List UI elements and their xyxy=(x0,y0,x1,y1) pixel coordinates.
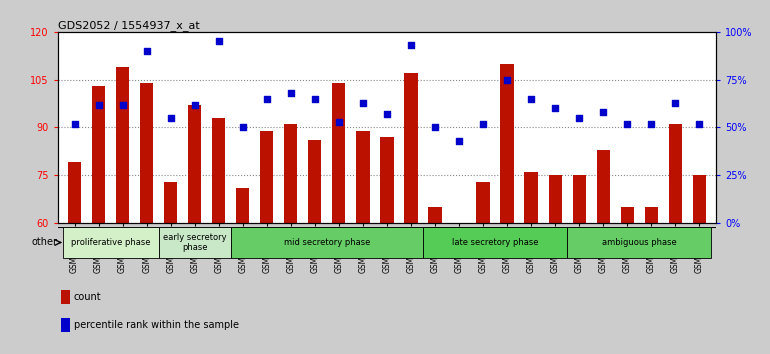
Bar xyxy=(548,175,562,223)
Text: count: count xyxy=(74,292,101,302)
Bar xyxy=(284,124,297,223)
Point xyxy=(669,100,681,105)
Bar xyxy=(423,227,567,258)
Bar xyxy=(212,118,226,223)
Bar xyxy=(597,150,610,223)
Point xyxy=(380,111,393,117)
Point xyxy=(453,138,465,144)
Point xyxy=(549,105,561,111)
Point xyxy=(165,115,177,121)
Point xyxy=(693,121,705,126)
Point xyxy=(285,90,297,96)
Bar xyxy=(668,124,682,223)
Bar xyxy=(61,290,70,304)
Point xyxy=(429,125,441,130)
Bar xyxy=(164,182,177,223)
Point xyxy=(260,96,273,102)
Point xyxy=(621,121,634,126)
Bar xyxy=(644,207,658,223)
Bar xyxy=(159,227,231,258)
Point xyxy=(92,102,105,107)
Bar xyxy=(500,64,514,223)
Text: ambiguous phase: ambiguous phase xyxy=(602,238,677,247)
Point xyxy=(69,121,81,126)
Bar xyxy=(428,207,441,223)
Point xyxy=(573,115,585,121)
Point xyxy=(116,102,129,107)
Bar xyxy=(357,131,370,223)
Point xyxy=(405,42,417,48)
Bar xyxy=(333,83,346,223)
Text: mid secretory phase: mid secretory phase xyxy=(283,238,370,247)
Bar xyxy=(567,227,711,258)
Text: early secretory
phase: early secretory phase xyxy=(163,233,226,252)
Point xyxy=(309,96,321,102)
Point xyxy=(645,121,658,126)
Point xyxy=(525,96,537,102)
Bar xyxy=(140,83,153,223)
Text: late secretory phase: late secretory phase xyxy=(452,238,538,247)
Bar xyxy=(236,188,249,223)
Point xyxy=(236,125,249,130)
Bar xyxy=(116,67,129,223)
Bar xyxy=(231,227,423,258)
Bar xyxy=(62,227,159,258)
Bar xyxy=(621,207,634,223)
Bar xyxy=(477,182,490,223)
Bar xyxy=(188,105,201,223)
Text: proliferative phase: proliferative phase xyxy=(71,238,150,247)
Bar xyxy=(573,175,586,223)
Bar xyxy=(524,172,537,223)
Bar xyxy=(68,162,81,223)
Bar xyxy=(308,140,321,223)
Bar xyxy=(61,318,70,332)
Bar xyxy=(380,137,393,223)
Point xyxy=(189,102,201,107)
Bar xyxy=(260,131,273,223)
Point xyxy=(501,77,514,82)
Bar xyxy=(92,86,105,223)
Point xyxy=(213,39,225,44)
Point xyxy=(357,100,369,105)
Point xyxy=(333,119,345,125)
Bar xyxy=(693,175,706,223)
Text: percentile rank within the sample: percentile rank within the sample xyxy=(74,320,239,330)
Text: GDS2052 / 1554937_x_at: GDS2052 / 1554937_x_at xyxy=(58,20,199,30)
Text: other: other xyxy=(32,238,57,247)
Point xyxy=(597,109,609,115)
Bar xyxy=(404,73,417,223)
Point xyxy=(477,121,489,126)
Point xyxy=(140,48,152,54)
